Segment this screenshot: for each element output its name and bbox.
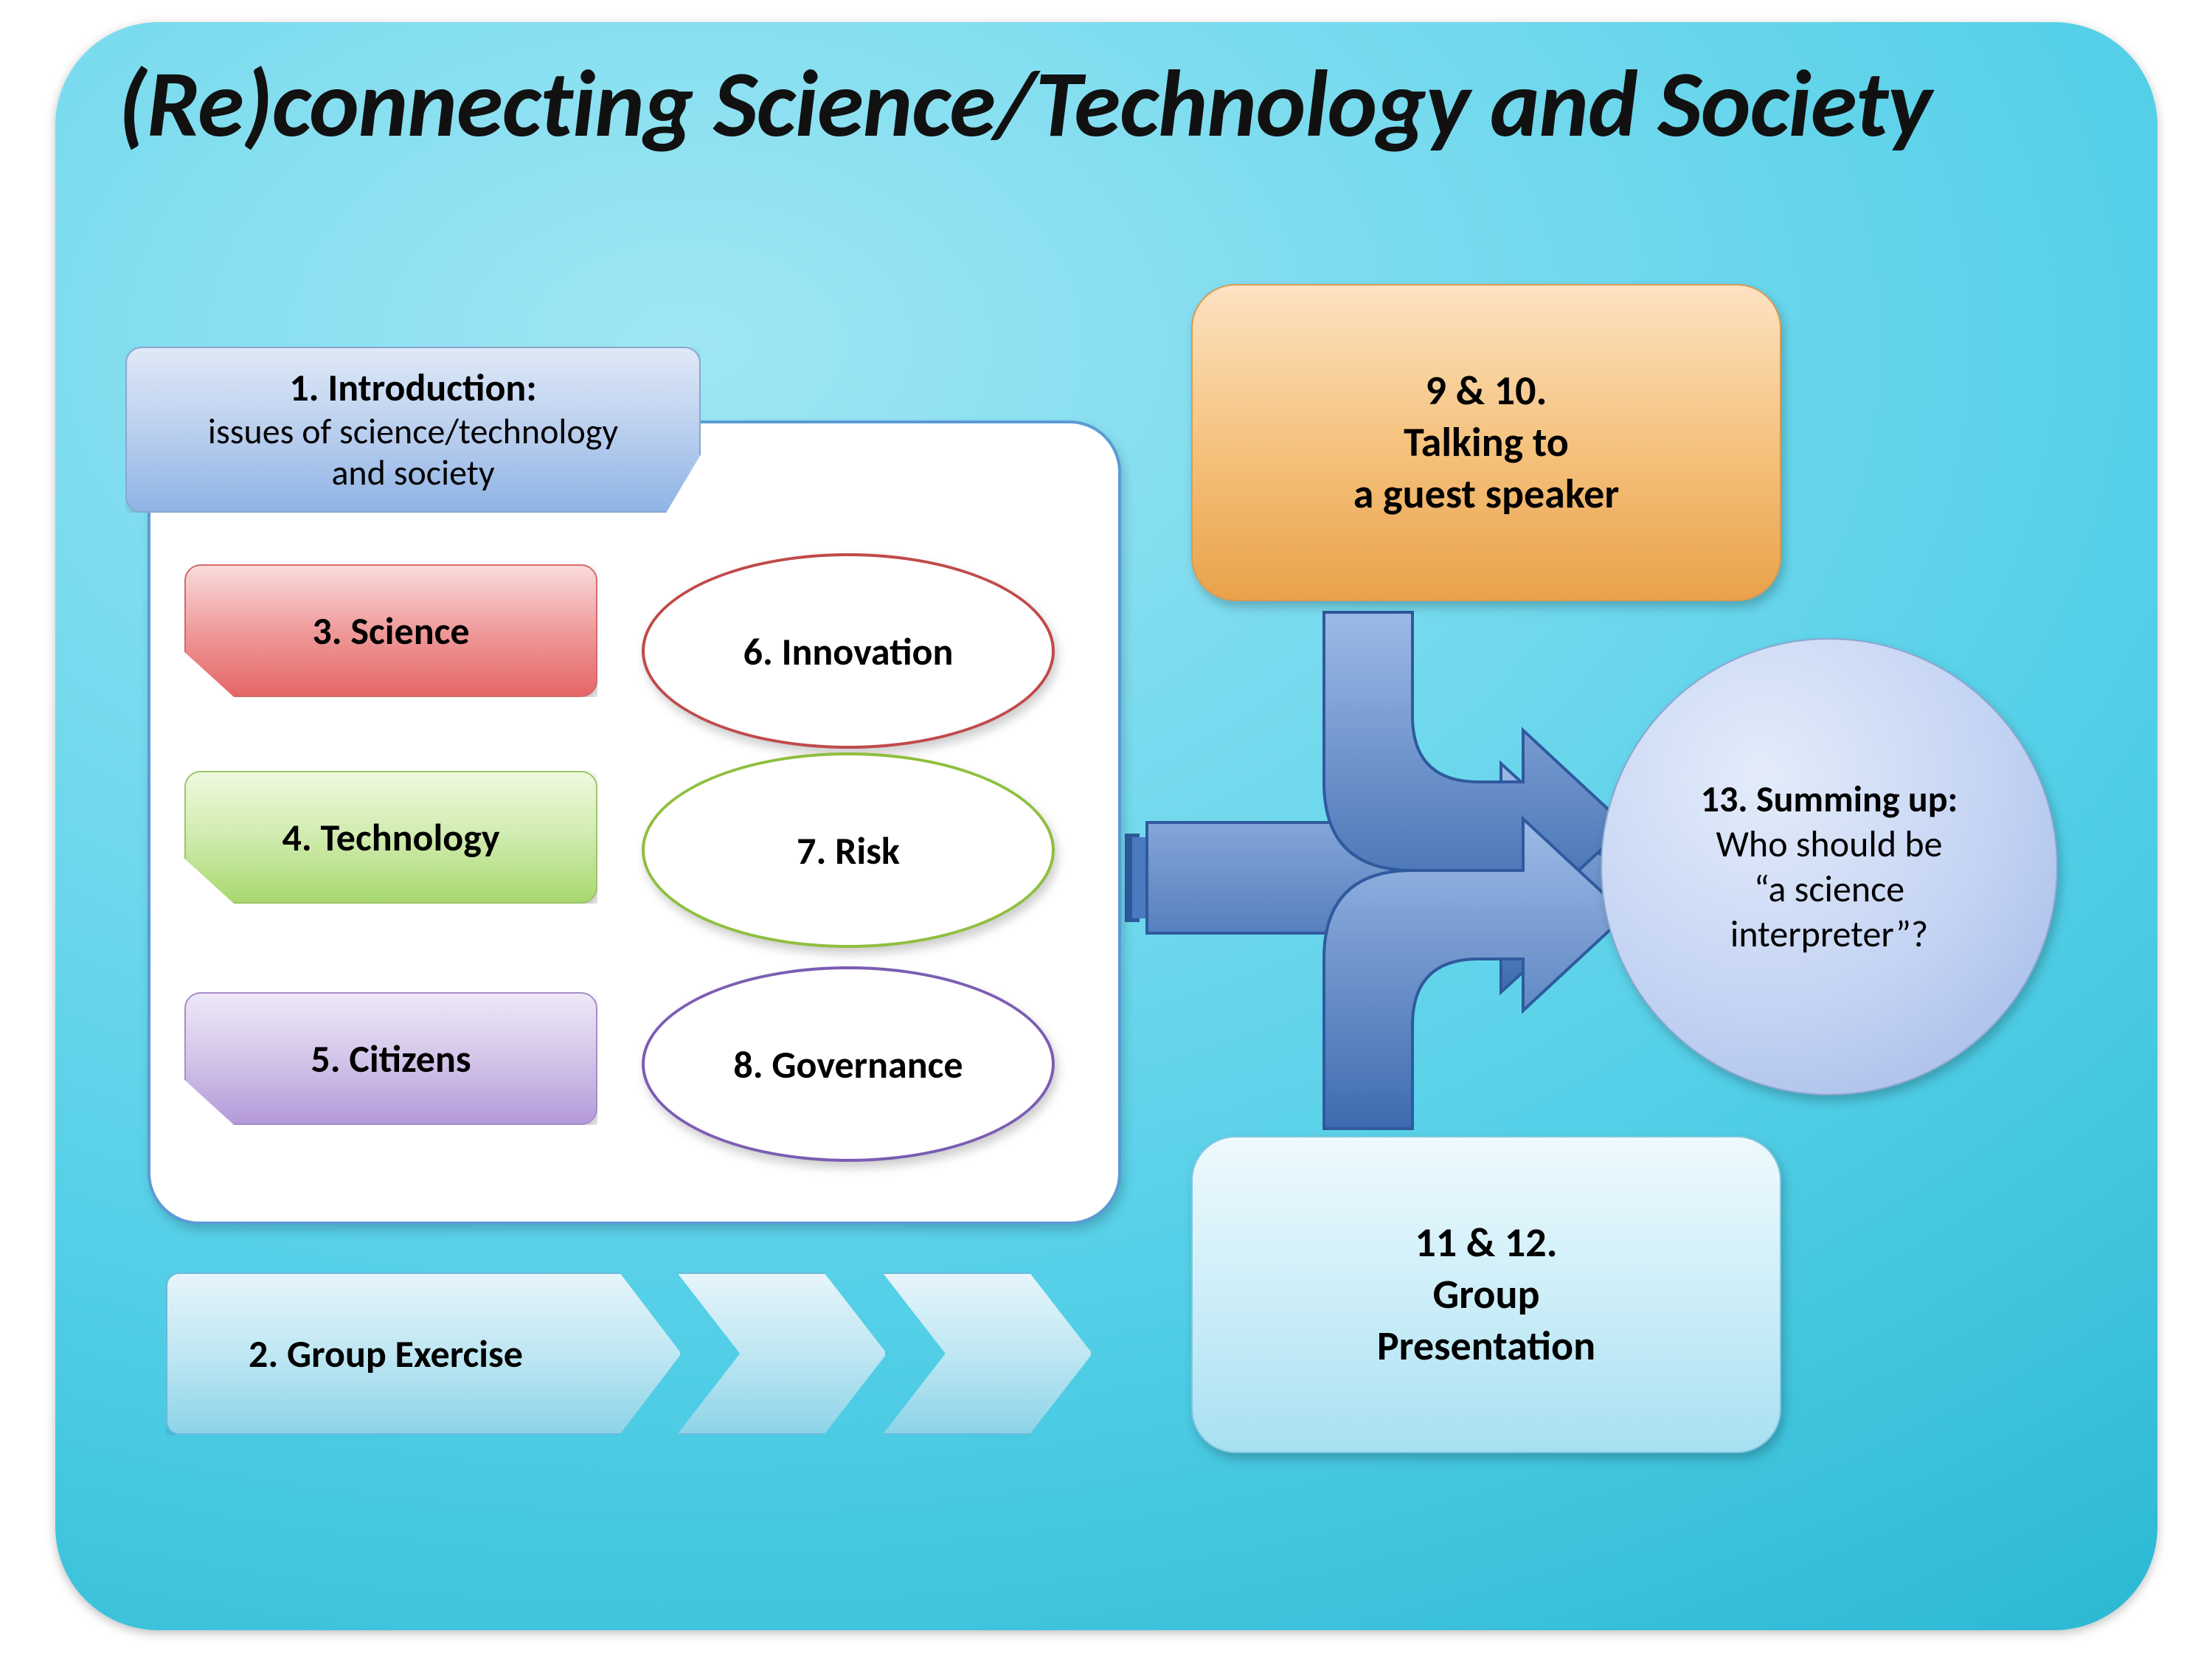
sum-l2: Who should be — [1716, 822, 1942, 867]
diagram-canvas: (Re)connecting Science/Technology and So… — [55, 22, 2157, 1630]
group-exercise-bar: 2. Group Exercise — [166, 1272, 1088, 1435]
circle-summing-up: 13. Summing up: Who should be “a science… — [1601, 638, 2058, 1095]
intro-line2: and society — [331, 452, 494, 494]
chevron-step-icon — [677, 1272, 887, 1435]
intro-line1: issues of science/technology — [208, 411, 618, 453]
ellipse-risk: 7. Risk — [642, 752, 1055, 948]
sum-l4: interpreter”? — [1730, 912, 1928, 957]
speaker-l2: Talking to — [1404, 417, 1569, 468]
group-l3: Presentation — [1377, 1320, 1595, 1372]
group-num: 11 & 12. — [1415, 1217, 1557, 1269]
intro-heading: 1. Introduction: — [289, 365, 536, 410]
ellipse-governance: 8. Governance — [642, 966, 1055, 1162]
tag-science: 3. Science — [184, 564, 597, 697]
speaker-num: 9 & 10. — [1426, 365, 1547, 417]
speaker-l3: a guest speaker — [1353, 468, 1620, 520]
sum-l1: 13. Summing up: — [1701, 777, 1958, 822]
tag-citizens: 5. Citizens — [184, 992, 597, 1125]
main-title: (Re)connecting Science/Technology and So… — [118, 52, 2113, 157]
sum-l3: “a science — [1754, 867, 1904, 912]
tag-technology: 4. Technology — [184, 771, 597, 904]
box-group-presentation: 11 & 12. Group Presentation — [1191, 1136, 1781, 1453]
box-guest-speaker: 9 & 10. Talking to a guest speaker — [1191, 284, 1781, 601]
ellipse-innovation: 6. Innovation — [642, 553, 1055, 749]
chevron-step-icon — [882, 1272, 1092, 1435]
intro-tag: 1. Introduction: issues of science/techn… — [125, 347, 701, 513]
chevron-group-exercise: 2. Group Exercise — [166, 1272, 682, 1435]
group-l2: Group — [1432, 1269, 1539, 1320]
